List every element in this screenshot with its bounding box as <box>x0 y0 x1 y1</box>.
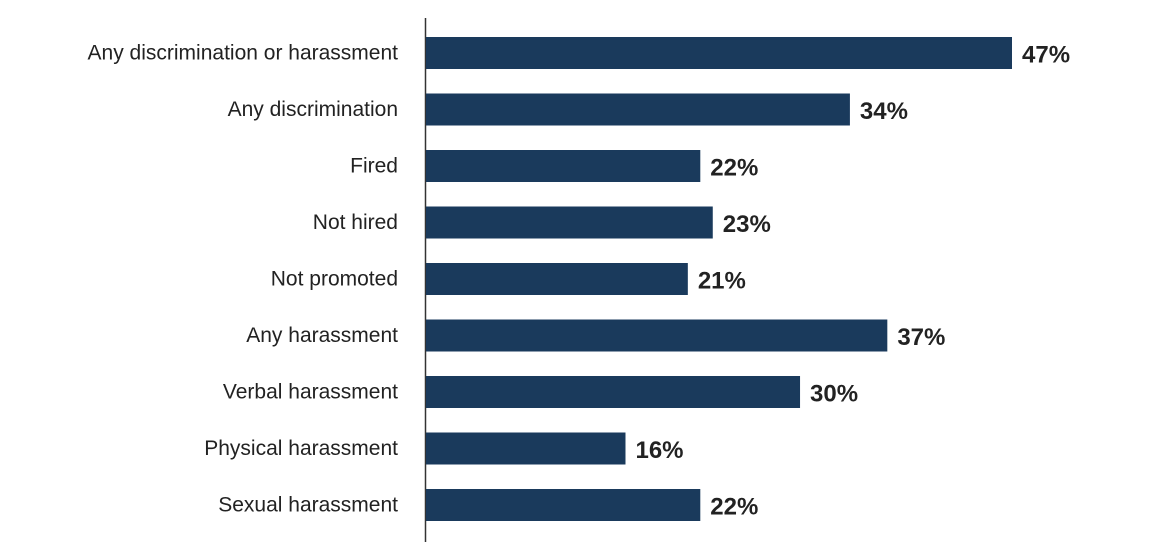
bar <box>426 319 888 352</box>
value-label: 37% <box>897 324 945 351</box>
value-label: 16% <box>635 437 683 464</box>
category-label: Fired <box>350 155 398 178</box>
value-label: 34% <box>860 98 908 125</box>
bar <box>426 376 801 408</box>
value-label: 22% <box>710 155 758 182</box>
category-label: Verbal harassment <box>223 381 398 404</box>
value-label: 22% <box>710 494 758 521</box>
category-label: Not promoted <box>271 268 398 291</box>
bar <box>426 37 1012 69</box>
bar <box>426 432 626 465</box>
bar <box>426 263 688 295</box>
bar <box>426 150 701 182</box>
bar <box>426 489 701 521</box>
value-label: 47% <box>1022 42 1070 69</box>
category-label: Physical harassment <box>204 437 398 460</box>
value-label: 23% <box>723 211 771 238</box>
category-label: Sexual harassment <box>218 494 398 517</box>
value-label: 21% <box>698 268 746 295</box>
value-label: 30% <box>810 381 858 408</box>
category-label: Any discrimination <box>228 98 398 121</box>
category-label: Not hired <box>313 211 398 234</box>
bar <box>426 93 850 126</box>
category-label: Any harassment <box>246 324 398 347</box>
bars-group: Any discrimination or harassment 47% Any d… <box>88 37 1070 521</box>
category-label: Any discrimination or harassment <box>88 42 399 65</box>
bar <box>426 206 713 239</box>
